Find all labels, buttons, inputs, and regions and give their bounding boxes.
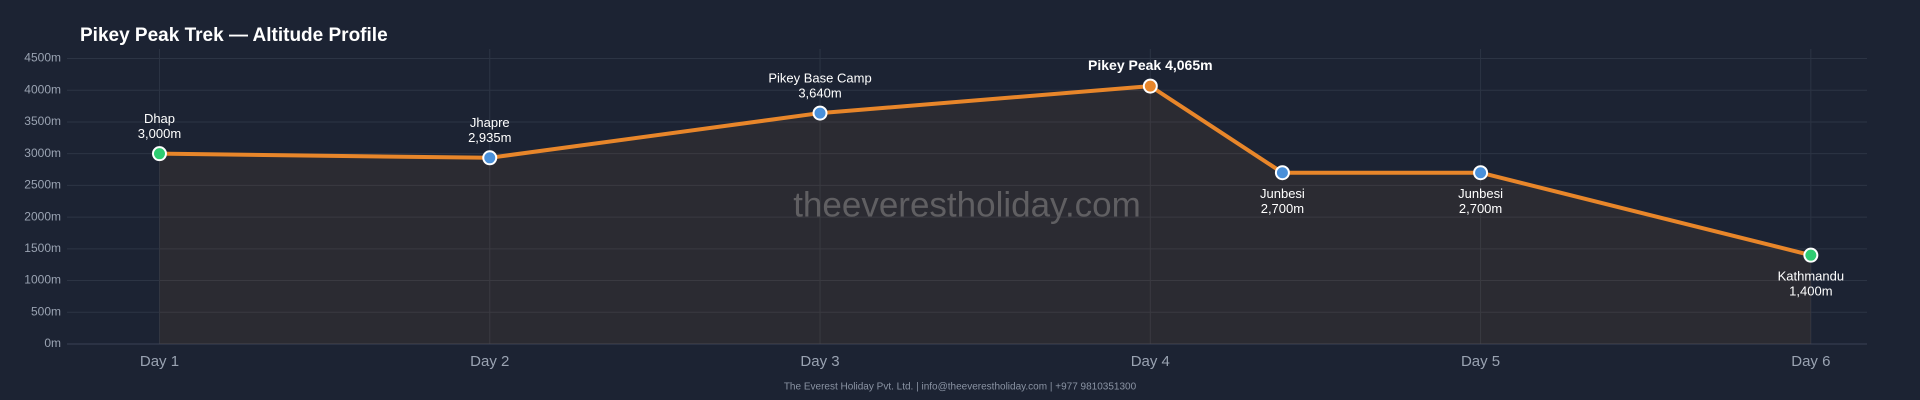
x-tick-label: Day 2 — [470, 353, 509, 370]
footer: The Everest Holiday Pvt. Ltd. | info@the… — [784, 382, 1137, 393]
point-name: Pikey Base Camp — [768, 71, 871, 86]
y-tick-label: 3500m — [24, 114, 61, 128]
x-tick-label: Day 5 — [1461, 353, 1500, 370]
point — [812, 105, 828, 121]
value-label: 4,065m — [1165, 57, 1212, 73]
value-label: 2,700m — [1261, 201, 1304, 216]
x-tick-label: Day 6 — [1791, 353, 1830, 370]
y-tick-label: 4500m — [24, 51, 61, 65]
point-name: Junbesi — [1260, 186, 1305, 201]
point — [1142, 78, 1158, 94]
x-tick-label: Day 4 — [1131, 353, 1170, 370]
chart-title: Pikey Peak Trek — Altitude Profile — [80, 25, 388, 46]
value-label: 2,935m — [468, 130, 511, 145]
x-tick-label: Day 3 — [800, 353, 839, 370]
value-label: 3,000m — [138, 126, 181, 141]
point-name: Dhap — [144, 111, 175, 126]
value-label: 1,400m — [1789, 284, 1832, 299]
point-name: Pikey Peak — [1088, 57, 1161, 73]
point — [482, 150, 498, 166]
y-tick-label: 2000m — [24, 209, 61, 223]
point-name: Junbesi — [1458, 186, 1503, 201]
point — [1803, 247, 1819, 263]
watermark: theeverestholiday.com — [793, 185, 1141, 224]
y-tick-label: 3000m — [24, 146, 61, 160]
point — [151, 146, 167, 162]
point — [1473, 165, 1489, 181]
x-tick-label: Day 1 — [140, 353, 179, 370]
area — [159, 86, 1811, 344]
point — [1274, 165, 1290, 181]
point-name: Jhapre — [470, 115, 510, 130]
y-tick-label: 2500m — [24, 178, 61, 192]
point-name: Kathmandu — [1778, 269, 1845, 284]
value-label: 3,640m — [798, 86, 841, 101]
point-label: Pikey Peak 4,065m — [1088, 57, 1213, 73]
y-tick-label: 1500m — [24, 241, 61, 255]
y-tick-label: 500m — [31, 304, 61, 318]
y-tick-label: 1000m — [24, 273, 61, 287]
y-tick-label: 4000m — [24, 82, 61, 96]
y-tick-label: 0m — [44, 336, 61, 350]
value-label: 2,700m — [1459, 201, 1502, 216]
